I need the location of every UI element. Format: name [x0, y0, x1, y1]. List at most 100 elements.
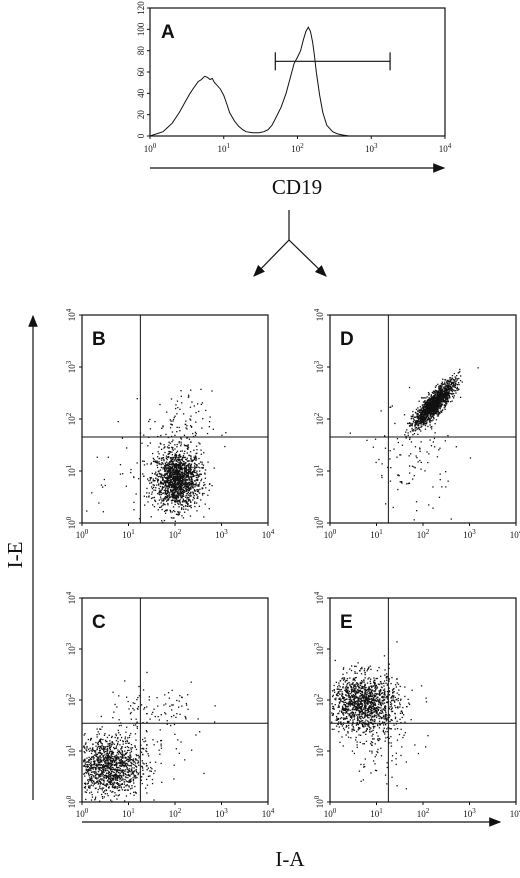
event-dot [179, 476, 181, 479]
event-dot [187, 503, 189, 505]
event-dot [184, 471, 186, 473]
event-dot [91, 796, 94, 798]
event-dot [354, 687, 356, 689]
event-dot [438, 407, 440, 409]
event-dot [93, 782, 95, 784]
event-dot [130, 718, 132, 720]
event-dot [165, 464, 167, 466]
event-dot [174, 476, 176, 478]
event-dot [171, 511, 173, 513]
event-dot [207, 461, 209, 463]
event-dot [102, 774, 104, 776]
event-dot [162, 478, 164, 480]
event-dot [130, 747, 132, 749]
event-dot [188, 482, 190, 484]
event-dot [179, 478, 181, 480]
event-dot [389, 450, 391, 452]
event-dot [165, 703, 167, 705]
event-dot [377, 709, 379, 712]
event-dot [107, 759, 109, 761]
event-dot [178, 500, 180, 502]
event-dot [93, 783, 95, 785]
event-dot [444, 397, 446, 399]
event-dot [149, 718, 151, 720]
event-dot [112, 786, 114, 789]
cd19-axis-title: CD19 [272, 175, 322, 199]
event-dot [179, 713, 181, 715]
event-dot [430, 419, 432, 422]
event-dot [170, 464, 172, 466]
event-dot [190, 426, 193, 428]
event-dot [97, 783, 99, 785]
event-dot [103, 783, 105, 785]
event-dot [424, 421, 426, 424]
event-dot [188, 487, 190, 490]
event-dot [166, 509, 168, 511]
event-dot [417, 433, 419, 435]
event-dot [98, 502, 100, 504]
event-dot [135, 753, 137, 756]
event-dot [188, 477, 190, 479]
event-dot [178, 464, 180, 466]
event-dot [451, 382, 453, 384]
event-dot [451, 382, 453, 385]
event-dot [383, 699, 385, 701]
event-dot [159, 442, 161, 444]
event-dot [187, 475, 189, 477]
event-dot [178, 499, 180, 501]
event-dot [110, 768, 113, 770]
event-dot [177, 491, 179, 493]
event-dot [130, 749, 132, 751]
event-dot [417, 415, 419, 417]
event-dot [348, 694, 350, 696]
event-dot [115, 786, 117, 788]
event-dot [133, 771, 135, 773]
event-dot [430, 400, 432, 403]
event-dot [132, 707, 134, 710]
event-dot [117, 783, 119, 785]
event-dot [453, 395, 455, 397]
event-dot [451, 389, 453, 391]
event-dot [108, 742, 110, 745]
event-dot [181, 471, 183, 474]
event-dot [224, 445, 226, 448]
event-dot [129, 754, 131, 756]
event-dot [420, 468, 422, 470]
event-dot [119, 780, 121, 782]
event-dot [94, 750, 96, 752]
event-dot [84, 743, 87, 745]
event-dot [196, 502, 198, 504]
event-dot [382, 721, 384, 723]
event-dot [148, 496, 150, 498]
event-dot [430, 394, 432, 396]
event-dot [401, 482, 403, 484]
event-dot [149, 477, 151, 479]
event-dot [427, 418, 430, 420]
event-dot [430, 411, 433, 413]
event-dot [102, 756, 105, 758]
event-dot [109, 781, 112, 784]
event-dot [147, 501, 149, 503]
event-dot [137, 708, 139, 710]
event-dot [142, 460, 144, 462]
event-dot [129, 752, 131, 754]
event-dot [186, 496, 189, 498]
event-dot [190, 456, 192, 458]
event-dot [431, 420, 433, 422]
event-dot [134, 702, 136, 705]
event-dot [166, 411, 168, 413]
event-dot [369, 721, 372, 723]
event-dot [409, 438, 411, 440]
event-dot [107, 745, 109, 748]
event-dot [85, 771, 87, 774]
event-dot [114, 703, 116, 706]
event-dot [178, 466, 180, 469]
event-dot [345, 688, 347, 691]
event-dot [157, 456, 159, 458]
event-dot [441, 394, 443, 396]
event-dot [102, 771, 104, 773]
event-dot [88, 761, 90, 763]
event-dot [95, 774, 97, 776]
event-dot [190, 458, 192, 460]
event-dot [455, 390, 457, 392]
